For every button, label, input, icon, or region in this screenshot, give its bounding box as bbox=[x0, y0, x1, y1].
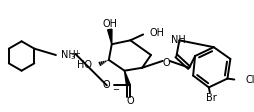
Text: O: O bbox=[102, 80, 109, 90]
Text: HO: HO bbox=[77, 60, 92, 70]
Text: NH: NH bbox=[170, 35, 185, 45]
Text: Cl: Cl bbox=[244, 74, 253, 85]
Text: −: − bbox=[112, 85, 119, 94]
Polygon shape bbox=[107, 29, 112, 44]
Text: O: O bbox=[126, 96, 134, 106]
Text: NH: NH bbox=[60, 50, 75, 60]
Text: 3: 3 bbox=[70, 54, 74, 60]
Text: Br: Br bbox=[205, 93, 216, 103]
Text: OH: OH bbox=[102, 19, 117, 29]
Text: O: O bbox=[162, 58, 170, 68]
Text: OH: OH bbox=[149, 28, 164, 38]
Polygon shape bbox=[124, 71, 130, 86]
Text: +: + bbox=[73, 49, 80, 58]
